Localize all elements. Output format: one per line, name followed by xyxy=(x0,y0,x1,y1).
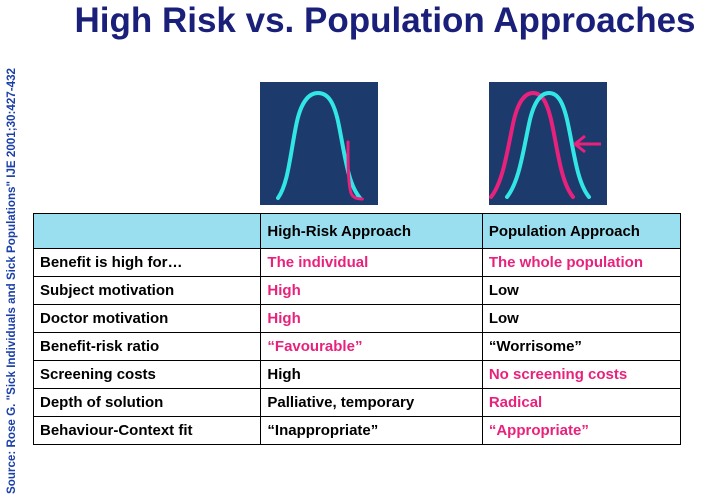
row-label: Benefit-risk ratio xyxy=(32,332,262,361)
population-cell: The whole population xyxy=(481,248,682,277)
header-high-risk: High-Risk Approach xyxy=(260,213,483,249)
header-population: Population Approach xyxy=(481,213,682,249)
high-risk-cell: Palliative, temporary xyxy=(260,388,483,417)
high-risk-cell: High xyxy=(260,276,483,305)
high-risk-cell: “Inappropriate” xyxy=(260,416,483,445)
high-risk-cell: High xyxy=(260,360,483,389)
table-row: Screening costs High No screening costs xyxy=(32,360,682,389)
population-cell: Radical xyxy=(481,388,682,417)
bell-curve-with-shifted-tail-icon xyxy=(276,90,365,201)
distribution-curve xyxy=(276,90,362,200)
source-citation: Source: Rose G. "Sick Individuals and Si… xyxy=(3,66,19,494)
population-cell: “Appropriate” xyxy=(481,416,682,445)
row-label: Benefit is high for… xyxy=(32,248,262,277)
population-cell: Low xyxy=(481,276,682,305)
header-empty-cell xyxy=(32,213,262,249)
comparison-table: High-Risk Approach Population Approach B… xyxy=(32,213,682,445)
high-risk-cell: High xyxy=(260,304,483,333)
shifted-distribution-curve xyxy=(489,90,575,199)
row-label: Behaviour-Context fit xyxy=(32,416,262,445)
shifted-tail-curve xyxy=(346,140,365,201)
shifted-bell-curve-with-arrow-icon xyxy=(489,90,601,199)
table-row: Behaviour-Context fit “Inappropriate” “App… xyxy=(32,416,682,445)
high-risk-cell: “Favourable” xyxy=(260,332,483,361)
page-title: High Risk vs. Population Approaches xyxy=(74,1,696,40)
table-row: Doctor motivation High Low xyxy=(32,304,682,333)
row-label: Depth of solution xyxy=(32,388,262,417)
row-label: Subject motivation xyxy=(32,276,262,305)
high-risk-cell: The individual xyxy=(260,248,483,277)
population-cell: Low xyxy=(481,304,682,333)
row-label: Screening costs xyxy=(32,360,262,389)
source-citation-text: Source: Rose G. "Sick Individuals and Si… xyxy=(6,68,18,494)
population-curve-panel xyxy=(489,82,607,205)
shift-arrow-head xyxy=(573,134,586,154)
table-row: Benefit is high for… The individual The wh… xyxy=(32,248,682,277)
original-distribution-curve xyxy=(505,90,591,199)
high-risk-curve-panel xyxy=(260,82,378,205)
population-cell: “Worrisome” xyxy=(481,332,682,361)
table-header-row: High-Risk Approach Population Approach xyxy=(32,213,682,249)
table-row: Benefit-risk ratio “Favourable” “Worrisome… xyxy=(32,332,682,361)
table-row: Subject motivation High Low xyxy=(32,276,682,305)
table-row: Depth of solution Palliative, temporary Ra… xyxy=(32,388,682,417)
row-label: Doctor motivation xyxy=(32,304,262,333)
population-cell: No screening costs xyxy=(481,360,682,389)
